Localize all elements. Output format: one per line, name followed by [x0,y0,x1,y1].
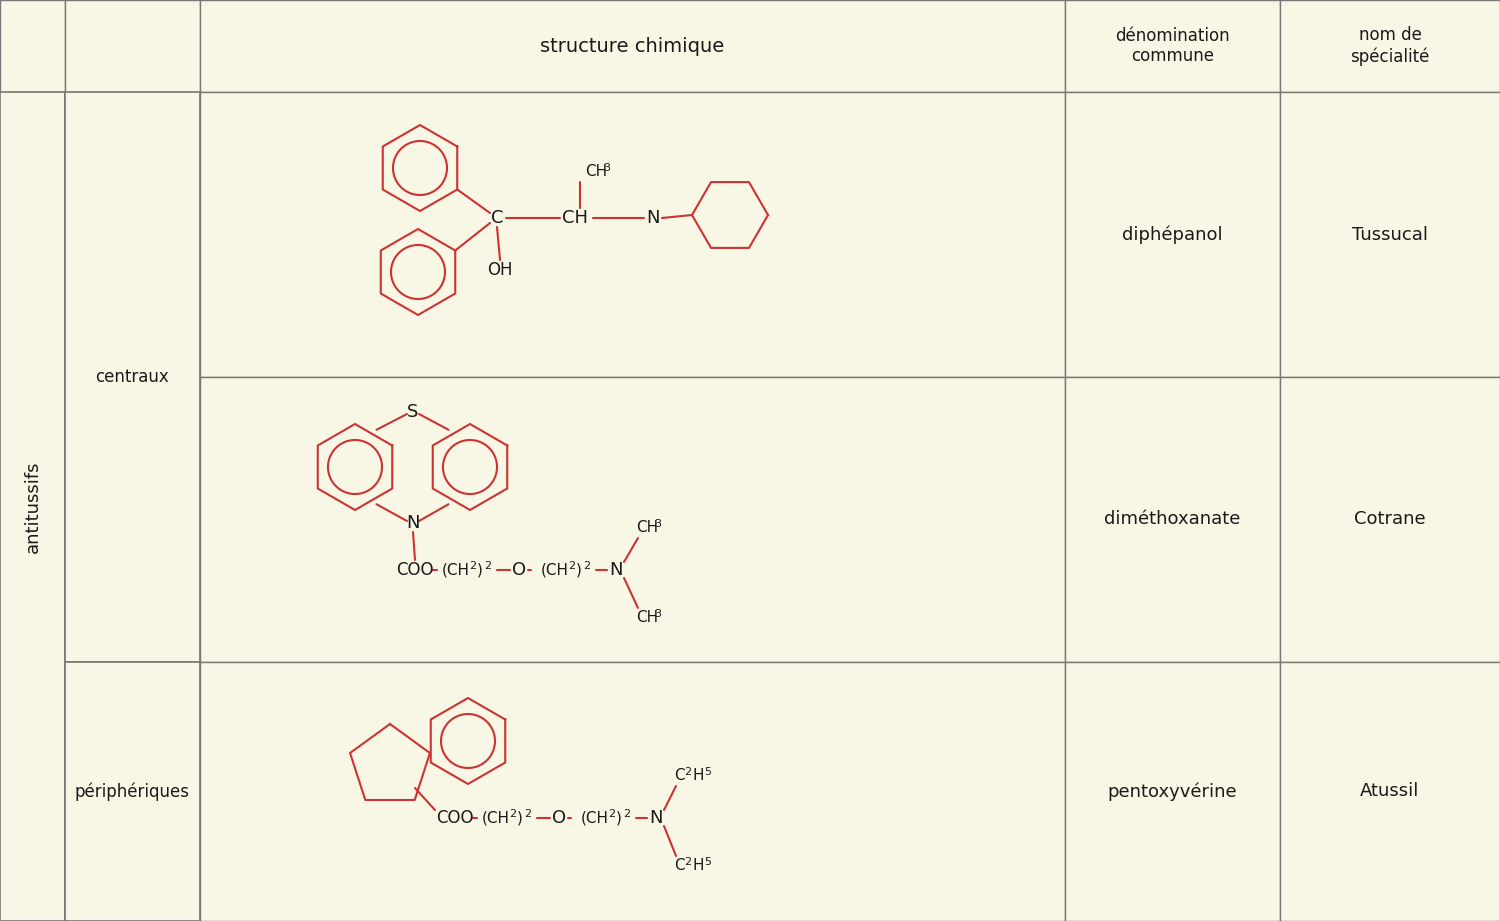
Text: 2: 2 [509,809,516,819]
Bar [64,0,200,92]
Text: 5: 5 [704,857,711,867]
Text: COO: COO [436,809,474,827]
Bar [1280,662,1500,921]
Text: (CH: (CH [580,810,609,825]
Bar [1065,662,1280,921]
Text: C: C [490,209,502,227]
Text: 2: 2 [584,561,590,571]
Text: (CH: (CH [482,810,510,825]
Text: 3: 3 [603,163,610,173]
Text: diméthoxanate: diméthoxanate [1104,510,1240,529]
Text: ): ) [477,563,483,577]
Text: 2: 2 [684,767,692,777]
Bar [1280,0,1500,92]
Text: N: N [406,514,420,532]
Text: Cotrane: Cotrane [1354,510,1426,529]
Text: 2: 2 [684,857,692,867]
Bar [1280,377,1500,662]
Bar [200,0,1065,92]
Text: (CH: (CH [542,563,568,577]
Text: (CH: (CH [442,563,470,577]
Text: C: C [674,858,684,873]
Bar [64,92,200,662]
Text: diphépanol: diphépanol [1122,226,1222,244]
Text: N: N [650,809,663,827]
Bar [64,662,200,921]
Text: 3: 3 [654,609,662,619]
Text: OH: OH [488,261,513,279]
Text: COO: COO [396,561,433,579]
Text: 2: 2 [470,561,476,571]
Text: antitussifs: antitussifs [24,460,42,553]
Text: 5: 5 [704,767,711,777]
Text: périphériques: périphériques [75,782,190,800]
Text: structure chimique: structure chimique [540,37,724,55]
Bar [1280,92,1500,377]
Text: O: O [512,561,526,579]
Text: N: N [609,561,622,579]
Text: 2: 2 [524,809,531,819]
Text: C: C [674,768,684,784]
Text: H: H [692,768,703,784]
Text: CH: CH [585,165,608,180]
Text: CH: CH [562,209,588,227]
Bar [0,0,64,92]
Text: S: S [408,403,419,421]
Text: dénomination
commune: dénomination commune [1114,27,1230,65]
Text: 2: 2 [484,561,490,571]
Text: Tussucal: Tussucal [1352,226,1428,243]
Text: CH: CH [636,520,658,535]
Bar [200,662,1065,921]
Bar [200,92,1065,377]
Text: 2: 2 [608,809,615,819]
Text: 3: 3 [654,519,662,529]
Bar [1065,0,1280,92]
Text: centraux: centraux [96,368,170,386]
Text: nom de
spécialité: nom de spécialité [1350,27,1430,65]
Text: H: H [692,858,703,873]
Text: Atussil: Atussil [1360,783,1419,800]
Text: ): ) [576,563,582,577]
Bar [200,377,1065,662]
Bar [0,92,64,921]
Text: ): ) [616,810,622,825]
Text: 2: 2 [568,561,574,571]
Text: 2: 2 [622,809,630,819]
Text: pentoxyvérine: pentoxyvérine [1107,782,1238,800]
Text: CH: CH [636,611,658,625]
Bar [1065,92,1280,377]
Text: N: N [646,209,660,227]
Text: ): ) [518,810,524,825]
Text: O: O [552,809,566,827]
Bar [1065,377,1280,662]
